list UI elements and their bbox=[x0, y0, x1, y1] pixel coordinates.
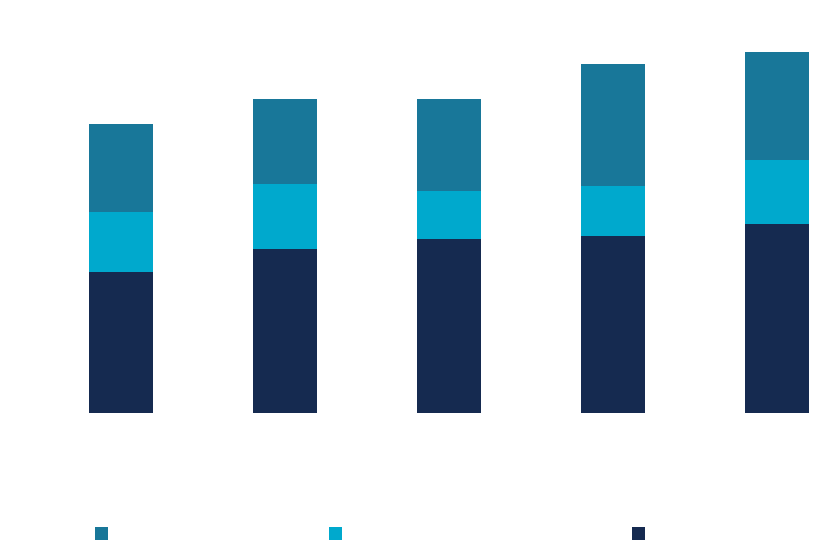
bar-segment-1-series-2 bbox=[89, 212, 153, 272]
legend bbox=[95, 527, 645, 540]
bar-segment-1-series-3 bbox=[89, 124, 153, 212]
bar-segment-2-series-1 bbox=[253, 249, 317, 413]
legend-swatch-series-3 bbox=[95, 527, 108, 540]
bar-segment-5-series-3 bbox=[745, 52, 809, 160]
bar-segment-2-series-2 bbox=[253, 184, 317, 249]
bar-segment-4-series-1 bbox=[581, 236, 645, 413]
bar-segment-1-series-1 bbox=[89, 272, 153, 413]
bar-segment-5-series-2 bbox=[745, 160, 809, 224]
bar-segment-4-series-3 bbox=[581, 64, 645, 186]
bar-segment-3-series-2 bbox=[417, 191, 481, 239]
legend-swatch-series-1 bbox=[632, 527, 645, 540]
bar-segment-5-series-1 bbox=[745, 224, 809, 413]
bar-segment-3-series-3 bbox=[417, 99, 481, 191]
bars-group bbox=[89, 52, 809, 413]
bar-segment-2-series-3 bbox=[253, 99, 317, 184]
bar-segment-3-series-1 bbox=[417, 239, 481, 413]
legend-swatch-series-2 bbox=[329, 527, 342, 540]
bar-segment-4-series-2 bbox=[581, 186, 645, 236]
